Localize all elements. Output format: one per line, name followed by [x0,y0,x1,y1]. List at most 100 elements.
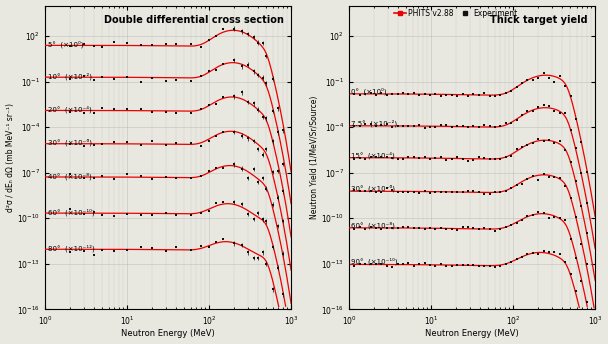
Point [186,175,196,181]
Point [430,156,440,161]
Point [109,106,119,112]
Point [561,183,570,189]
Point [237,166,246,171]
Point [371,123,381,129]
Point [566,159,576,164]
Point [420,260,429,266]
Point [65,141,75,147]
Point [474,189,483,194]
Point [97,212,107,218]
Point [479,90,489,96]
Point [441,227,451,232]
Point [237,242,246,248]
Point [371,154,381,160]
Point [420,92,429,97]
Point [463,93,473,99]
Point [425,92,435,98]
Point [219,61,229,66]
Point [186,212,196,218]
Point [97,106,107,111]
Point [582,262,592,267]
Point [447,263,457,268]
Point [387,187,397,193]
Text: 40°  (×10⁻⁸): 40° (×10⁻⁸) [49,172,92,180]
Point [89,142,99,148]
Point [196,44,206,50]
Point [550,80,559,85]
Point [249,34,258,40]
Point [474,226,483,232]
Point [474,125,483,130]
Point [582,230,592,236]
Point [361,188,370,194]
Point [122,40,132,45]
Point [261,186,271,191]
Point [366,90,376,96]
Point [109,39,119,44]
Point [447,124,457,129]
X-axis label: Neutron Energy (MeV): Neutron Energy (MeV) [121,330,215,338]
Point [496,227,505,232]
Point [550,249,559,255]
Point [512,256,522,262]
Text: 5°  (×10⁰): 5° (×10⁰) [49,40,84,48]
Point [415,261,424,266]
Point [109,248,119,254]
Point [219,199,229,204]
Point [355,188,365,193]
Point [261,261,271,266]
Point [137,142,147,148]
Point [463,225,473,230]
Point [79,73,89,79]
Point [533,177,543,183]
Point [186,247,196,253]
Point [237,201,246,207]
Point [539,249,548,254]
Point [404,225,413,230]
Point [361,122,370,127]
Point [555,216,565,221]
Point [278,128,288,133]
Point [122,139,132,144]
Point [436,225,446,231]
Point [517,144,527,150]
Point [278,189,288,194]
Point [147,246,156,251]
Point [522,142,532,148]
Point [436,93,446,98]
Point [415,190,424,196]
Point [496,263,505,268]
Text: 30°  (×10⁻⁶): 30° (×10⁻⁶) [49,139,92,146]
Point [261,53,271,59]
Point [237,133,246,138]
Point [186,140,196,145]
Point [278,251,288,256]
Point [210,67,220,72]
Point [566,196,576,201]
Point [89,175,99,180]
Point [210,133,220,139]
Point [344,189,354,194]
Point [544,75,554,81]
Point [186,110,196,115]
Point [382,121,392,127]
Point [97,141,107,147]
Point [89,44,99,49]
Point [350,263,359,269]
Point [229,199,238,205]
Point [425,157,435,162]
Point [544,104,554,109]
Point [237,29,246,34]
Point [458,189,468,195]
Point [249,216,258,222]
Point [371,261,381,267]
Point [544,175,554,180]
Point [355,224,365,230]
Point [196,106,206,112]
Point [485,93,494,99]
Point [89,252,99,257]
Point [387,225,397,231]
Point [109,77,119,82]
Point [350,123,359,128]
Point [512,146,522,152]
